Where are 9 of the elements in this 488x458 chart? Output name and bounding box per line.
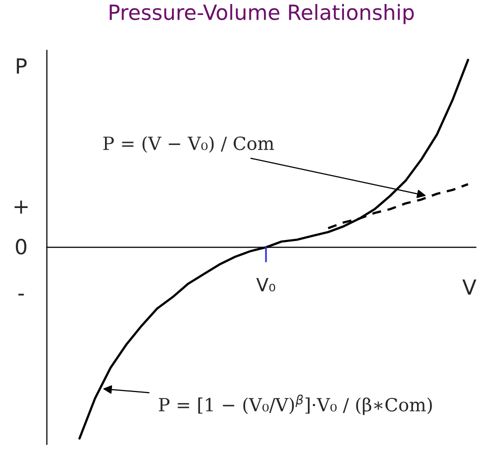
text: + <box>14 200 28 214</box>
text: 0 <box>16 238 26 255</box>
annotation: P = [1 − (V₀/V)$^{β}$]·V₀ / (β∗Com) <box>158 394 432 416</box>
chart-title: Pressure-Volume Relationship <box>110 4 414 24</box>
text: - <box>18 294 24 296</box>
x-axis-title: V <box>462 279 476 295</box>
annotation: P = (V − V₀) / Com <box>103 136 274 153</box>
y-axis-title: P <box>16 58 27 74</box>
annotation: V₀ <box>256 278 276 292</box>
